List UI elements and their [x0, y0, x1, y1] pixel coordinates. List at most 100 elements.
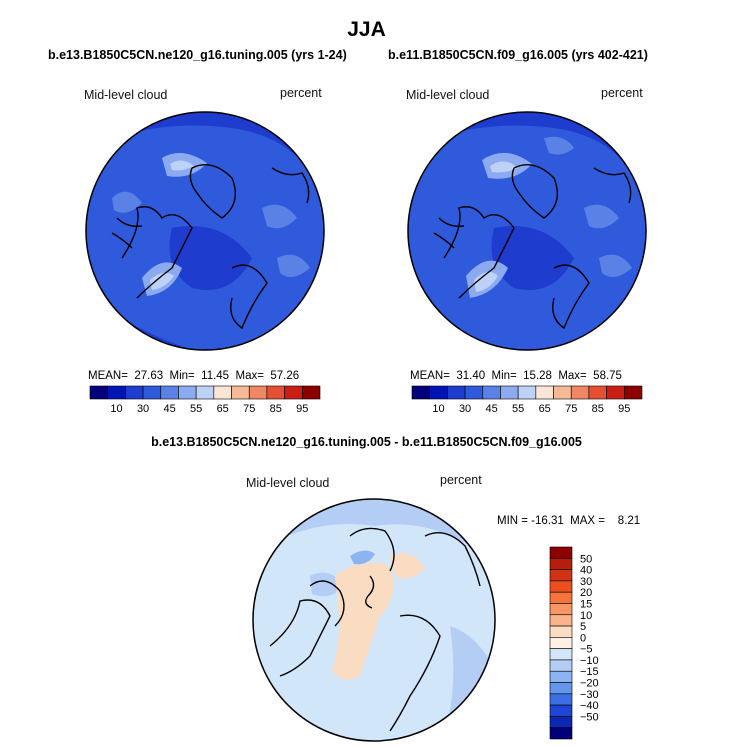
colorbar-swatch: [142, 385, 162, 400]
colorbar-swatch: [549, 693, 573, 706]
panel-2-mean-label: MEAN=: [410, 370, 450, 382]
colorbar-swatch: [464, 385, 484, 400]
panel-1-stats: MEAN= 27.63 Min= 11.45 Max= 57.26: [88, 370, 299, 382]
difference-variable-label: Mid-level cloud: [246, 476, 330, 490]
difference-stats: MIN = -16.31 MAX = 8.21: [497, 515, 641, 527]
colorbar-tick-label: 10: [110, 403, 122, 415]
colorbar-swatch: [231, 385, 250, 400]
colorbar-swatch: [549, 659, 573, 672]
colorbar-tick-label: 75: [565, 403, 577, 415]
colorbar-swatch: [89, 385, 108, 400]
colorbar-swatch: [549, 557, 573, 570]
colorbar-swatch: [125, 385, 144, 400]
difference-title: b.e13.B1850C5CN.ne120_g16.tuning.005 - b…: [151, 435, 582, 449]
panel-1-polar-map: [85, 111, 325, 351]
colorbar-tick-label: −50: [580, 711, 599, 723]
colorbar-tick-label: 5: [580, 621, 586, 633]
difference-units-label: percent: [440, 473, 482, 487]
colorbar-tick-label: 10: [432, 403, 444, 415]
panel-1-mean-label: MEAN=: [88, 370, 128, 382]
colorbar-tick-label: 20: [580, 587, 592, 599]
panel-1-units-label: percent: [280, 86, 322, 100]
colorbar-tick-label: 0: [580, 632, 586, 644]
colorbar-swatch: [588, 385, 607, 400]
colorbar-tick-label: 30: [459, 403, 471, 415]
panel-2-min-label: Min=: [491, 370, 517, 382]
colorbar-swatch: [549, 625, 573, 638]
panel-1-max-value: 57.26: [270, 370, 300, 382]
colorbar-swatch: [549, 648, 573, 661]
colorbar-swatch: [195, 385, 215, 400]
colorbar-tick-label: 95: [296, 403, 308, 415]
colorbar-tick-label: 65: [217, 403, 229, 415]
colorbar-tick-label: 85: [592, 403, 604, 415]
colorbar-swatch: [549, 704, 573, 717]
colorbar-tick-label: 30: [137, 403, 149, 415]
colorbar-swatch: [549, 569, 573, 582]
colorbar-swatch: [411, 385, 430, 400]
colorbar-tick-label: 85: [270, 403, 282, 415]
difference-polar-map: [252, 498, 496, 742]
colorbar-swatch: [549, 546, 573, 559]
colorbar-swatch: [570, 385, 590, 400]
panel-2-variable-label: Mid-level cloud: [406, 88, 490, 102]
colorbar-tick-label: 45: [163, 403, 175, 415]
panel-2-max-value: 58.75: [593, 370, 622, 382]
colorbar-tick-label: −15: [580, 666, 599, 678]
colorbar-tick-label: 55: [512, 403, 524, 415]
panel-2-max-label: Max=: [558, 370, 587, 382]
figure-title: JJA: [347, 18, 386, 41]
colorbar-tick-label: 50: [580, 553, 592, 565]
panel-2-mean-value: 31.40: [456, 370, 486, 382]
colorbar-swatch: [549, 727, 573, 740]
panel-2-colorbar: 10 30 45 55 65 75 85 95: [411, 385, 643, 415]
colorbar-tick-label: −30: [580, 689, 599, 701]
colorbar-swatch: [429, 385, 448, 400]
panel-2-stats: MEAN= 31.40 Min= 15.28 Max= 58.75: [410, 370, 622, 382]
colorbar-tick-label: 10: [580, 610, 592, 622]
colorbar-tick-label: −40: [580, 700, 599, 712]
colorbar-swatch: [178, 385, 197, 400]
colorbar-swatch: [535, 385, 554, 400]
panel-1-min-value: 11.45: [201, 370, 230, 382]
colorbar-tick-label: 75: [243, 403, 255, 415]
colorbar-swatch: [549, 682, 573, 695]
panel-2-title: b.e11.B1850C5CN.f09_g16.005 (yrs 402-421…: [388, 48, 648, 62]
colorbar-tick-label: 15: [580, 598, 592, 610]
panel-2-polar-map: [407, 111, 647, 351]
colorbar-swatch: [549, 591, 573, 604]
colorbar-swatch: [248, 385, 268, 400]
colorbar-tick-label: 45: [485, 403, 497, 415]
colorbar-swatch: [302, 385, 321, 400]
panel-2-units-label: percent: [601, 86, 643, 100]
colorbar-swatch: [266, 385, 285, 400]
colorbar-tick-label: 30: [580, 576, 592, 588]
colorbar-tick-label: −5: [580, 644, 593, 656]
colorbar-swatch: [284, 385, 303, 400]
colorbar-tick-label: 40: [580, 565, 592, 577]
colorbar-swatch: [107, 385, 126, 400]
panel-1-colorbar: 10 30 45 55 65 75 85 95: [89, 385, 321, 415]
colorbar-tick-label: −10: [580, 655, 599, 667]
colorbar-swatch: [553, 385, 572, 400]
panel-1-min-label: Min=: [169, 370, 195, 382]
colorbar-tick-label: −20: [580, 678, 599, 690]
colorbar-swatch: [549, 603, 573, 616]
colorbar-swatch: [606, 385, 625, 400]
colorbar-tick-label: 55: [190, 403, 202, 415]
colorbar-swatch: [500, 385, 519, 400]
panel-1-title: b.e13.B1850C5CN.ne120_g16.tuning.005 (yr…: [48, 48, 347, 62]
panel-1-variable-label: Mid-level cloud: [84, 88, 168, 102]
panel-1-max-label: Max=: [235, 370, 264, 382]
colorbar-swatch: [624, 385, 643, 400]
colorbar-swatch: [549, 637, 573, 649]
colorbar-swatch: [549, 580, 573, 593]
panel-2-min-value: 15.28: [523, 370, 552, 382]
colorbar-swatch: [517, 385, 537, 400]
colorbar-swatch: [549, 614, 573, 627]
colorbar-swatch: [549, 670, 573, 683]
colorbar-swatch: [549, 716, 573, 729]
colorbar-swatch: [160, 385, 179, 400]
colorbar-tick-label: 95: [618, 403, 630, 415]
colorbar-swatch: [482, 385, 501, 400]
